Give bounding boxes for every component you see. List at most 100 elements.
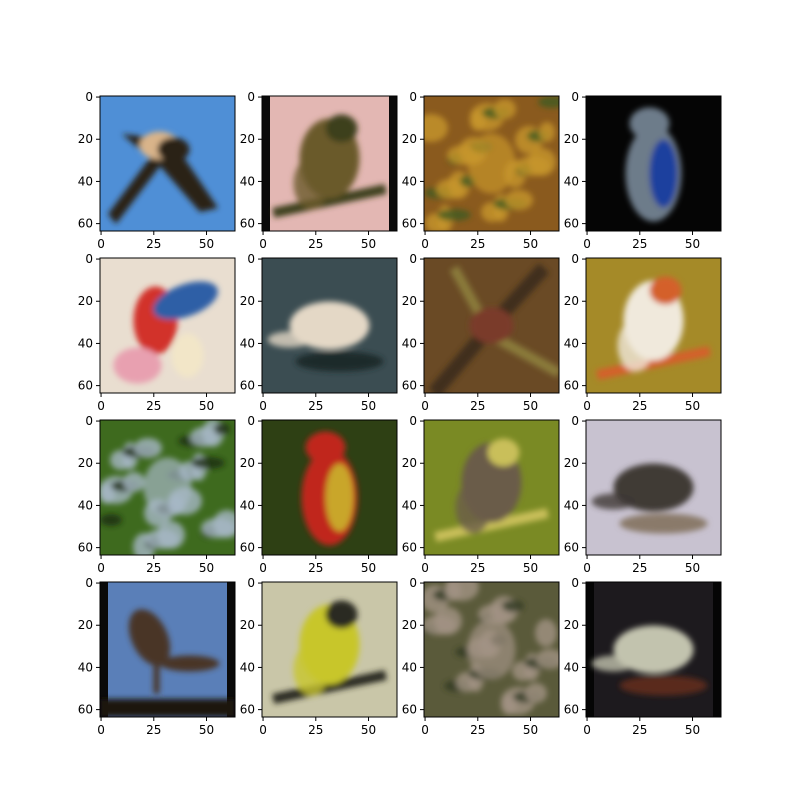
y-tick-label: 20 [402,456,417,470]
x-tick-label: 50 [523,399,538,413]
y-tick-label: 60 [78,379,93,393]
y-tick-label: 0 [409,90,417,104]
y-tick-label: 20 [402,132,417,146]
x-tick-label: 0 [259,399,267,413]
y-tick-label: 40 [78,174,93,188]
x-tick-label: 0 [259,561,267,575]
x-tick-label: 0 [97,561,105,575]
panel-subject [272,114,387,218]
y-tick-label: 60 [402,703,417,717]
x-tick-label: 0 [583,399,591,413]
image-panel-4: 0 25 50 0 20 40 60 [564,90,722,251]
y-tick-label: 60 [240,703,255,717]
panel-subject [428,263,559,393]
axes-frame [585,257,722,394]
generated-image-white-bird [262,258,397,393]
y-tick-label: 0 [409,576,417,590]
x-tick-label: 0 [259,723,267,737]
axes-frame [585,419,722,556]
generated-image-dark-bird-light-bg [586,420,721,555]
y-tick-label: 40 [240,498,255,512]
x-tick-label: 25 [470,723,485,737]
axes-frame [423,581,560,718]
y-tick-label: 40 [402,336,417,350]
y-tick-label: 60 [78,541,93,555]
panel-subject [100,420,235,555]
image-panel-6: 0 25 50 0 20 40 60 [240,252,398,413]
panels-group: 0 25 50 0 20 40 60 0 25 50 0 20 40 60 0 25 50 0 20 40 60 0 25 5… [78,90,722,737]
axes-frame [99,95,236,232]
image-panel-14: 0 25 50 0 20 40 60 [240,576,398,737]
image-panel-9: 0 25 50 0 20 40 60 [78,414,236,575]
y-tick-label: 0 [247,414,255,428]
x-tick-label: 50 [685,399,700,413]
panel-subject [591,625,708,696]
y-tick-label: 0 [85,414,93,428]
x-tick-label: 0 [583,723,591,737]
x-tick-label: 0 [97,723,105,737]
x-tick-label: 50 [199,399,214,413]
y-tick-label: 20 [402,294,417,308]
y-tick-label: 60 [240,541,255,555]
x-tick-label: 25 [470,237,485,251]
y-tick-label: 40 [240,660,255,674]
y-tick-label: 20 [564,132,579,146]
image-panel-16: 0 25 50 0 20 40 60 [564,576,722,737]
panel-subject [100,609,235,717]
x-tick-label: 25 [632,399,647,413]
x-tick-label: 0 [583,237,591,251]
generated-image-bird-in-branches [424,258,559,393]
x-tick-label: 50 [523,237,538,251]
panel-subject [591,463,708,534]
axes-frame [99,581,236,718]
y-tick-label: 20 [402,618,417,632]
y-tick-label: 20 [240,294,255,308]
y-tick-label: 20 [564,618,579,632]
x-tick-label: 25 [308,237,323,251]
x-tick-label: 0 [97,399,105,413]
panel-subject [434,438,549,542]
y-tick-label: 40 [564,498,579,512]
y-tick-label: 20 [78,618,93,632]
x-tick-label: 0 [259,237,267,251]
image-panel-13: 0 25 50 0 20 40 60 [78,576,236,737]
y-tick-label: 20 [240,132,255,146]
x-tick-label: 0 [421,237,429,251]
image-panel-15: 0 25 50 0 20 40 60 [402,576,560,737]
y-tick-label: 0 [247,252,255,266]
axes-frame [261,581,398,718]
axes-frame [423,257,560,394]
y-tick-label: 60 [240,217,255,231]
axes-frame [585,95,722,232]
x-tick-label: 0 [421,399,429,413]
image-panel-1: 0 25 50 0 20 40 60 [78,90,236,251]
x-tick-label: 25 [146,723,161,737]
image-panel-12: 0 25 50 0 20 40 60 [564,414,722,575]
x-tick-label: 50 [199,237,214,251]
x-tick-label: 0 [421,561,429,575]
x-tick-label: 50 [685,237,700,251]
y-tick-label: 40 [240,174,255,188]
x-tick-label: 50 [361,399,376,413]
x-tick-label: 25 [470,561,485,575]
image-panel-5: 0 25 50 0 20 40 60 [78,252,236,413]
panel-subject [267,301,384,372]
x-tick-label: 25 [632,723,647,737]
x-tick-label: 50 [361,723,376,737]
y-tick-label: 20 [78,294,93,308]
y-tick-label: 40 [240,336,255,350]
y-tick-label: 20 [78,456,93,470]
generated-image-pale-bird-dark [586,582,721,717]
y-tick-label: 60 [402,541,417,555]
panel-subject [424,96,559,231]
x-tick-label: 25 [146,237,161,251]
y-tick-label: 40 [564,660,579,674]
y-tick-label: 0 [409,414,417,428]
generated-image-kingfisher [586,258,721,393]
y-tick-label: 20 [78,132,93,146]
y-tick-label: 20 [240,618,255,632]
panel-subject [424,582,559,715]
panel-subject [108,131,218,224]
y-tick-label: 0 [571,90,579,104]
